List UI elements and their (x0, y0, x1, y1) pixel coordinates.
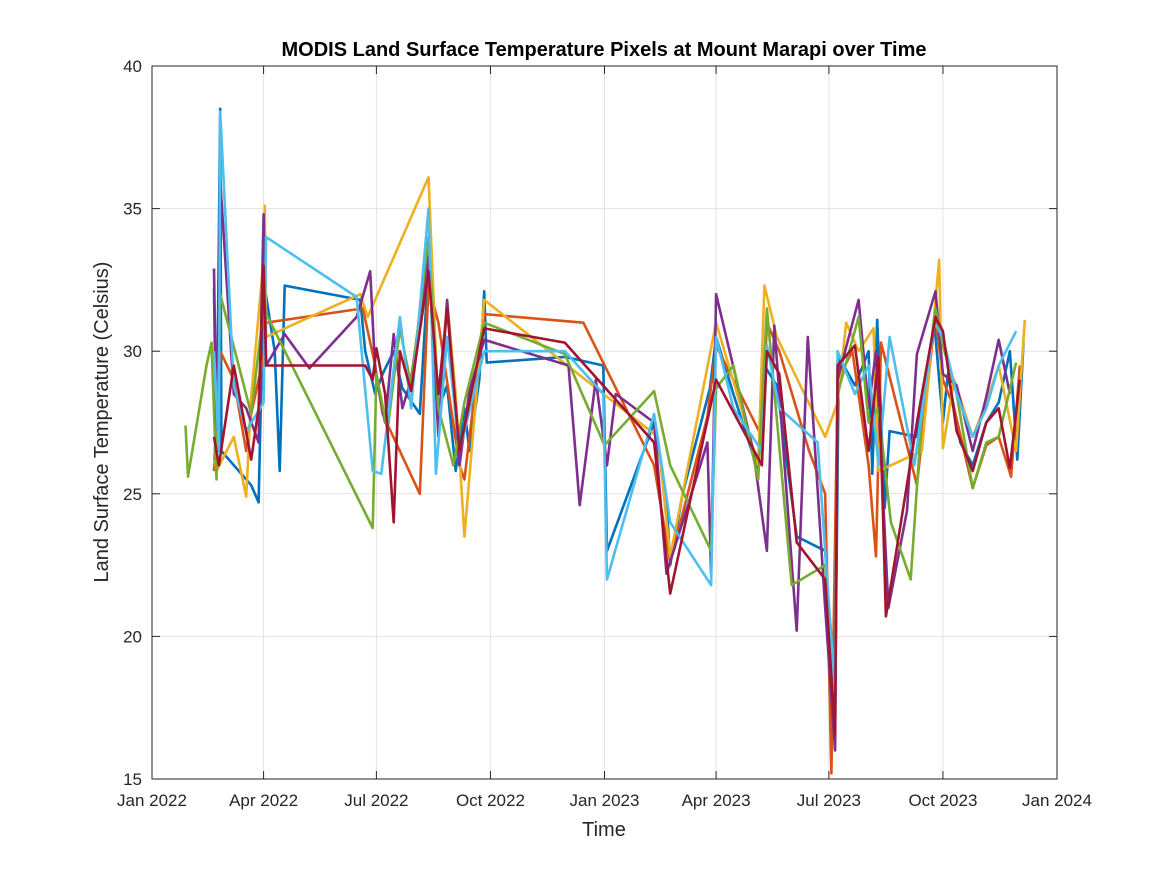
x-tick-label: Jul 2022 (344, 791, 408, 810)
ticks-group (151, 65, 1058, 780)
chart-title: MODIS Land Surface Temperature Pixels at… (282, 39, 927, 61)
x-axis-label: Time (582, 819, 626, 841)
x-tick-label: Apr 2022 (229, 791, 298, 810)
y-tick-label: 40 (123, 57, 142, 76)
series-line-5 (184, 235, 1018, 681)
x-tick-label: Oct 2023 (908, 791, 977, 810)
x-tick-label: Oct 2022 (456, 791, 525, 810)
x-tick-label: Apr 2023 (682, 791, 751, 810)
y-tick-label: 15 (123, 770, 142, 789)
x-tick-label: Jan 2024 (1022, 791, 1092, 810)
x-tick-label: Jan 2023 (570, 791, 640, 810)
y-tick-label: 30 (123, 342, 142, 361)
x-tick-label: Jan 2022 (117, 791, 187, 810)
y-axis-label: Land Surface Temperature (Celsius) (91, 262, 113, 583)
y-tick-label: 20 (123, 627, 142, 646)
x-tick-label: Jul 2023 (797, 791, 861, 810)
series-group (184, 107, 1027, 775)
series-line-6 (212, 110, 1018, 695)
series-line-4 (212, 178, 1012, 752)
tick-labels-group: Jan 2022 Apr 2022 Jul 2022 Oct 2022 Jan 2023… (117, 57, 1092, 810)
y-tick-label: 25 (123, 485, 142, 504)
series-line-7 (212, 264, 1022, 738)
y-tick-label: 35 (123, 200, 142, 219)
